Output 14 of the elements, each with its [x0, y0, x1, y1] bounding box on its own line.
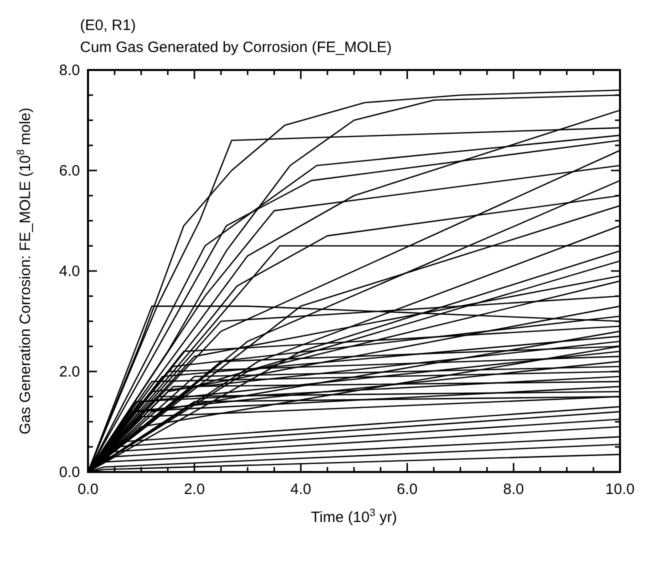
chart-subtitle: Cum Gas Generated by Corrosion (FE_MOLE): [80, 39, 392, 56]
x-tick-label: 2.0: [184, 481, 205, 498]
x-tick-label: 0.0: [78, 481, 98, 498]
chart-title: (E0, R1): [80, 17, 136, 34]
y-tick-label: 2.0: [59, 364, 80, 380]
y-tick-label: 8.0: [59, 62, 80, 79]
x-tick-label: 6.0: [396, 481, 418, 498]
x-tick-label: 10.0: [605, 481, 635, 498]
x-tick-label: 4.0: [290, 481, 312, 498]
y-tick-label: 0.0: [59, 464, 80, 481]
y-tick-label: 4.0: [59, 263, 80, 280]
x-axis-title: Time (10$^{3}$ yr): [310, 507, 398, 526]
x-tick-label: 8.0: [503, 481, 524, 498]
y-tick-label: 6.0: [59, 162, 80, 180]
